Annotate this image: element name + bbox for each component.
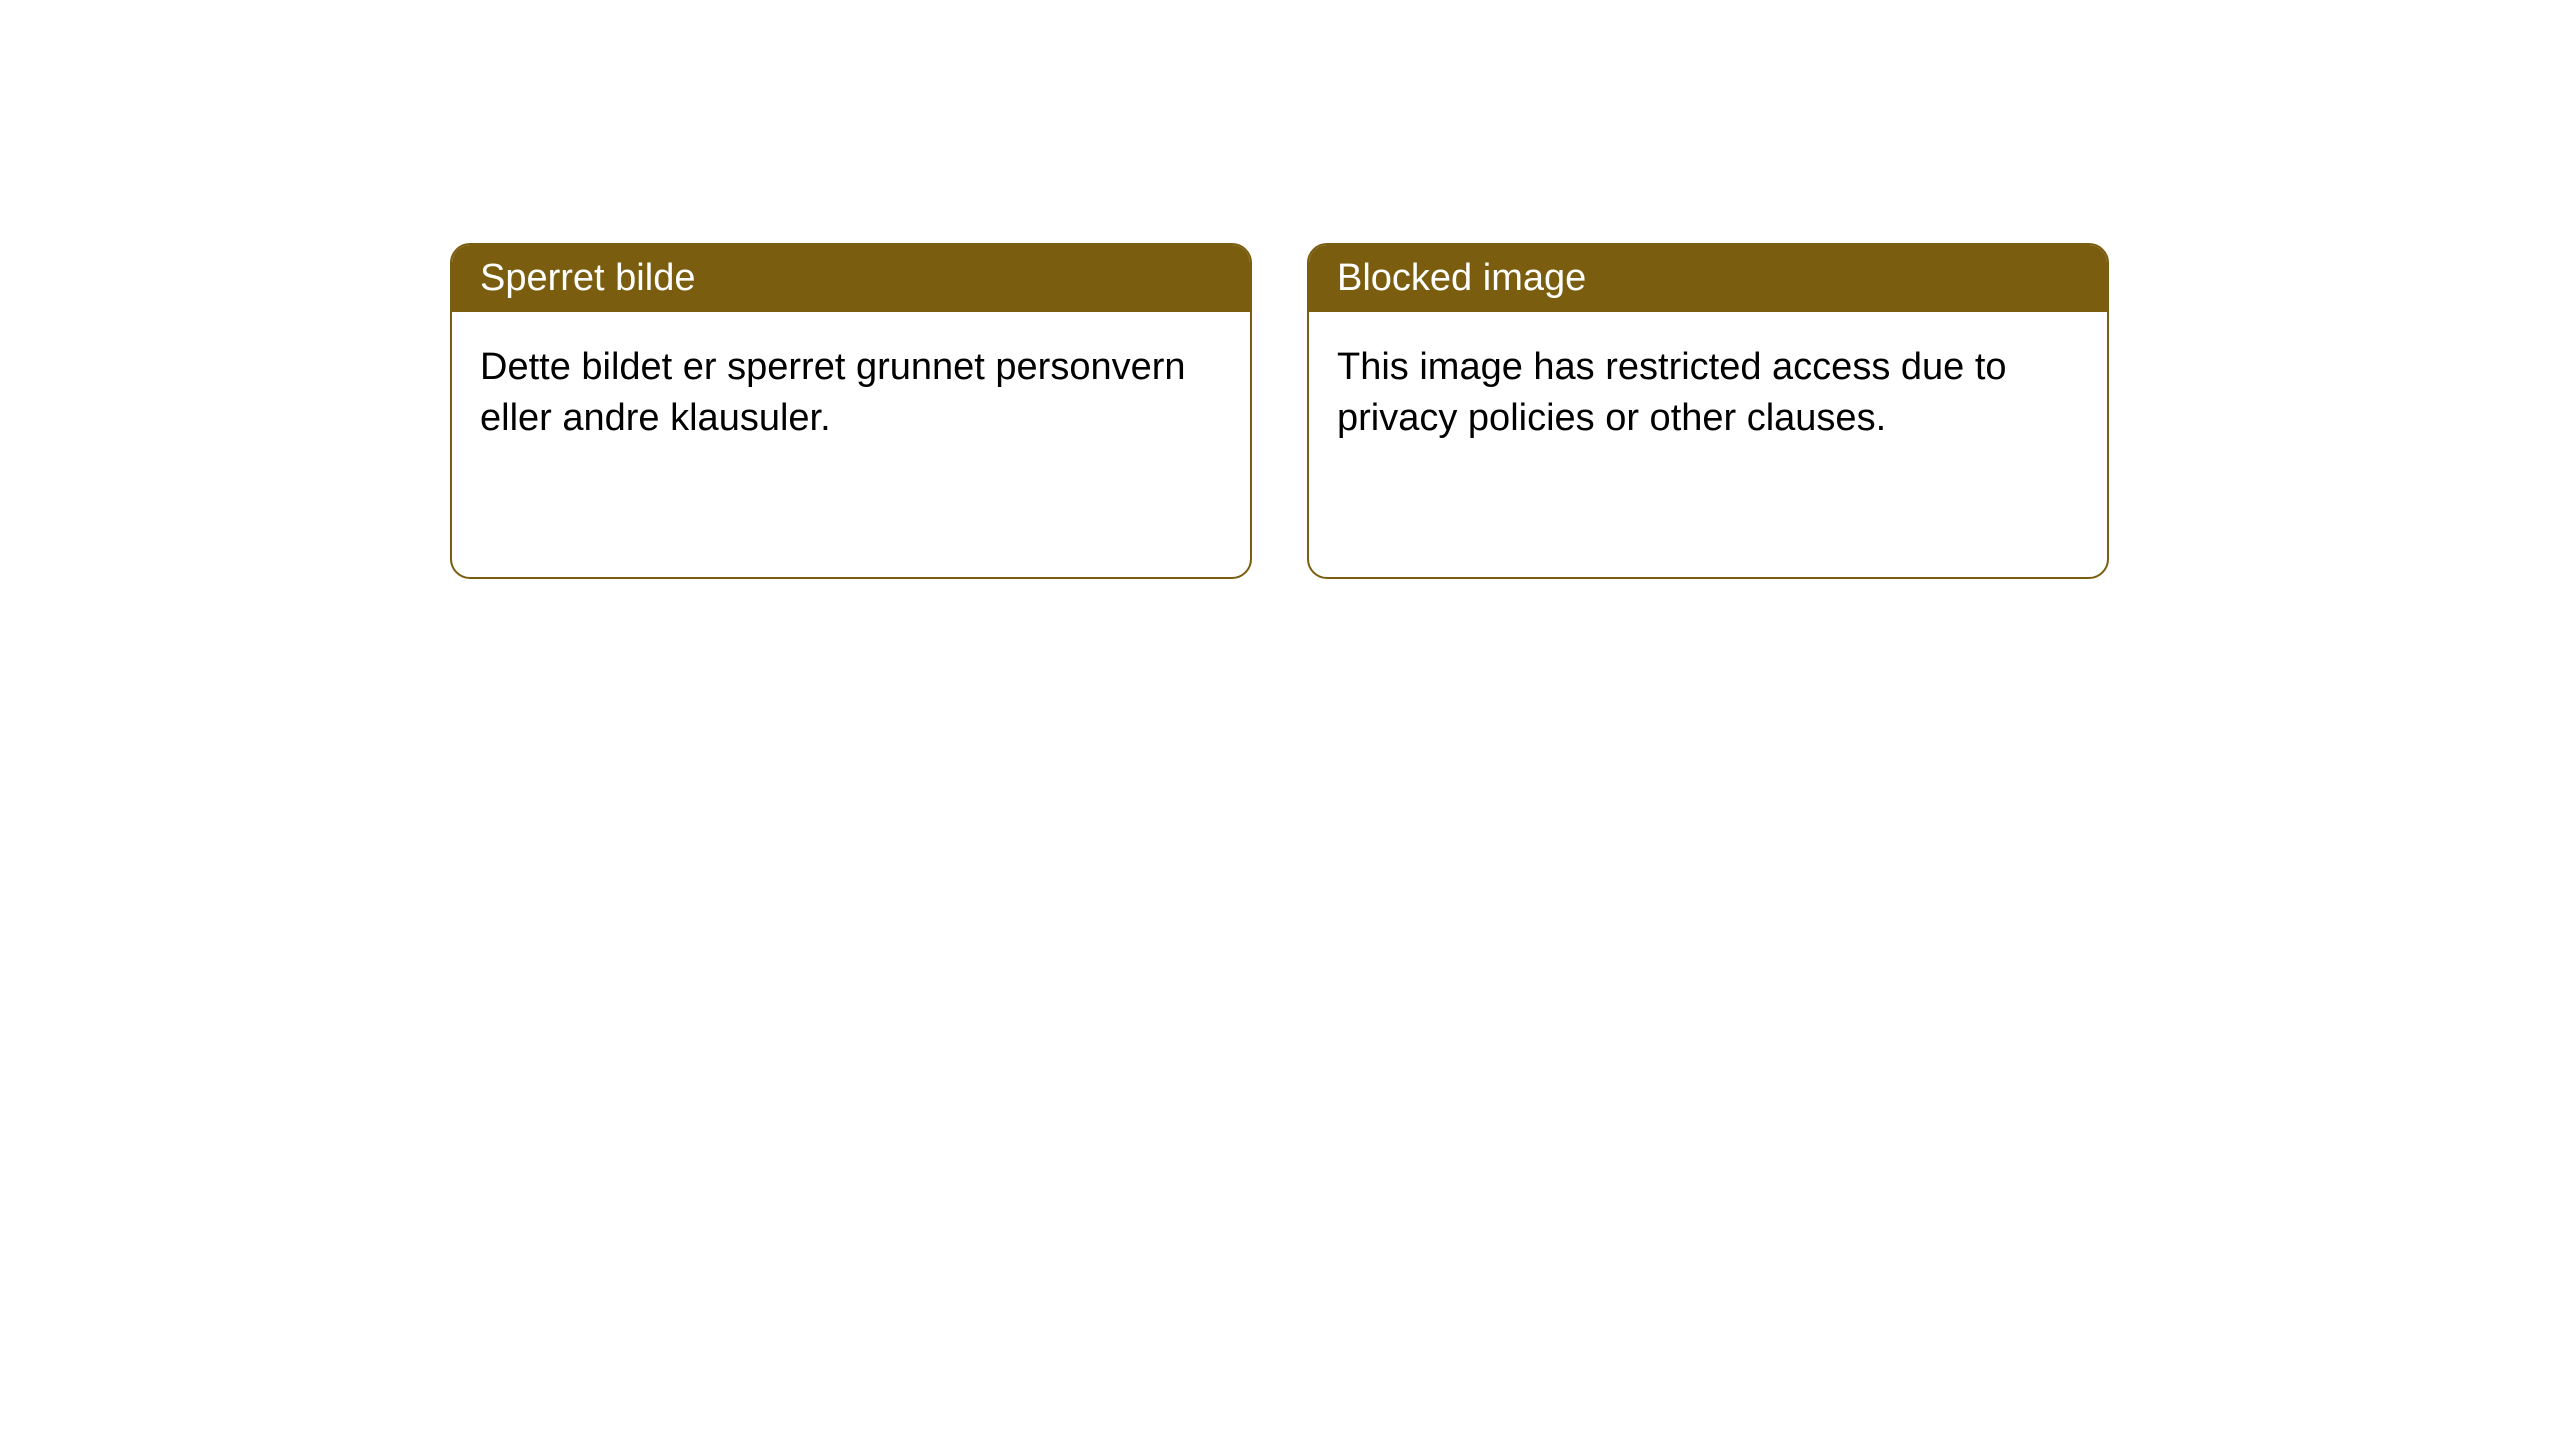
card-title: Sperret bilde: [480, 257, 695, 299]
blocked-image-card-no: Sperret bilde Dette bildet er sperret gr…: [450, 243, 1252, 579]
card-header: Blocked image: [1309, 245, 2107, 312]
card-header: Sperret bilde: [452, 245, 1250, 312]
card-message: Dette bildet er sperret grunnet personve…: [480, 346, 1186, 439]
card-message: This image has restricted access due to …: [1337, 346, 2007, 439]
card-body: Dette bildet er sperret grunnet personve…: [452, 312, 1250, 475]
blocked-image-card-en: Blocked image This image has restricted …: [1307, 243, 2109, 579]
card-title: Blocked image: [1337, 257, 1586, 299]
notice-container: Sperret bilde Dette bildet er sperret gr…: [450, 243, 2109, 579]
card-body: This image has restricted access due to …: [1309, 312, 2107, 475]
